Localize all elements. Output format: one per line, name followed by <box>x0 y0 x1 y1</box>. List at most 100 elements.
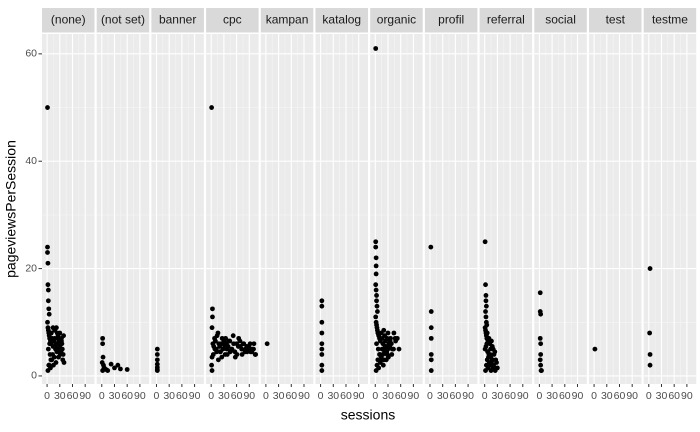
point <box>373 46 379 51</box>
x-tick-label: 60 <box>231 390 243 402</box>
y-tick-label: 0 <box>31 370 37 382</box>
strip-background <box>534 8 587 33</box>
point <box>319 368 325 373</box>
point <box>209 368 215 373</box>
point <box>374 303 380 309</box>
strip-label: (not set) <box>101 12 145 26</box>
strip-background <box>42 8 95 33</box>
point <box>210 314 215 320</box>
point <box>592 346 598 352</box>
point <box>374 293 379 298</box>
point <box>61 333 66 339</box>
x-tick-label: 0 <box>646 390 652 402</box>
point <box>45 346 51 352</box>
x-tick-label: 90 <box>79 390 91 402</box>
panel-background <box>534 34 587 384</box>
panel-background <box>42 34 95 384</box>
point <box>391 346 396 352</box>
point <box>230 333 236 339</box>
point <box>210 306 215 312</box>
point <box>483 309 488 314</box>
point <box>55 335 61 341</box>
panel-background <box>370 34 423 384</box>
point <box>373 239 379 245</box>
point <box>428 357 434 363</box>
x-tick-label: 90 <box>408 390 420 402</box>
point <box>249 346 255 352</box>
point <box>487 352 493 357</box>
point <box>484 330 490 336</box>
point <box>386 354 391 360</box>
point <box>45 260 51 266</box>
point <box>48 330 54 336</box>
point <box>319 330 325 336</box>
point <box>46 311 52 317</box>
point <box>319 362 325 368</box>
x-tick-label: 90 <box>189 390 201 402</box>
strip-label: profil <box>438 12 464 26</box>
point <box>46 306 52 312</box>
panel-background <box>151 34 204 384</box>
point <box>215 330 221 336</box>
point <box>375 346 381 352</box>
x-tick-label: 0 <box>427 390 433 402</box>
point <box>538 352 544 357</box>
x-tick-label: 0 <box>482 390 488 402</box>
point <box>319 319 325 325</box>
x-tick-label: 30 <box>656 390 668 402</box>
point <box>237 344 243 349</box>
x-tick-label: 30 <box>382 390 394 402</box>
strip-label: testme <box>652 12 688 26</box>
panel-background <box>260 34 314 384</box>
strip-background <box>260 8 314 33</box>
point <box>209 325 215 331</box>
point <box>647 362 653 368</box>
point <box>376 365 382 371</box>
x-tick-label: 60 <box>176 390 188 402</box>
x-tick-label: 30 <box>437 390 449 402</box>
point <box>115 362 121 368</box>
strip-label: cpc <box>223 12 242 26</box>
strip-label: katalog <box>322 12 361 26</box>
strip-background <box>643 8 697 33</box>
x-tick-label: 90 <box>572 390 584 402</box>
x-tick-label: 60 <box>340 390 352 402</box>
x-tick-label: 0 <box>536 390 542 402</box>
point <box>60 357 66 363</box>
point <box>49 357 55 363</box>
point <box>374 298 379 304</box>
point <box>222 352 228 357</box>
point <box>264 341 270 347</box>
strip-background <box>370 8 423 33</box>
point <box>537 290 543 296</box>
panel-background <box>206 34 259 384</box>
point <box>246 344 252 349</box>
point <box>45 319 50 325</box>
x-tick-label: 30 <box>218 390 230 402</box>
point <box>385 330 391 336</box>
point <box>492 368 498 373</box>
x-tick-label: 30 <box>163 390 175 402</box>
point <box>54 349 60 355</box>
point <box>428 325 434 331</box>
point <box>319 341 325 347</box>
point <box>428 368 434 373</box>
x-tick-label: 60 <box>67 390 79 402</box>
point <box>48 365 53 371</box>
point <box>239 352 245 357</box>
point <box>377 352 383 357</box>
point <box>483 298 489 304</box>
point <box>244 349 250 355</box>
point <box>387 338 393 344</box>
point <box>373 244 379 250</box>
strip-background <box>424 8 478 33</box>
strip-label: referral <box>487 12 525 26</box>
strip-label: social <box>545 12 576 26</box>
y-tick-label: 20 <box>25 262 37 274</box>
point <box>384 349 390 355</box>
x-tick-label: 30 <box>109 390 121 402</box>
point <box>251 341 257 347</box>
point <box>229 346 235 352</box>
y-tick-label: 60 <box>25 48 37 60</box>
